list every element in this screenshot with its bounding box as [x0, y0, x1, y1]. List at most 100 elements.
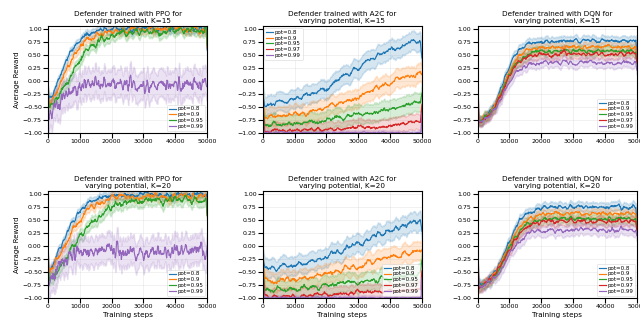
pot=0.97 — [390, 124, 397, 128]
pot=0.99 — [559, 58, 567, 62]
pot=0.9 — [204, 213, 211, 217]
pot=0.99 — [114, 239, 122, 243]
pot=0.9 — [561, 213, 568, 217]
pot=0.9 — [175, 194, 183, 198]
pot=0.97 — [390, 289, 397, 293]
pot=0.95 — [259, 266, 267, 270]
pot=0.9 — [44, 90, 52, 94]
pot=0.8 — [560, 38, 568, 42]
pot=0.8 — [45, 96, 53, 100]
pot=0.9 — [550, 211, 558, 215]
pot=0.9 — [200, 193, 208, 197]
pot=0.97 — [550, 221, 558, 225]
pot=0.97 — [259, 268, 267, 272]
pot=0.9 — [120, 193, 128, 197]
Line: pot=0.99: pot=0.99 — [263, 271, 422, 299]
pot=0.97 — [336, 292, 344, 296]
Line: pot=0.99: pot=0.99 — [48, 75, 207, 120]
pot=0.97 — [354, 124, 362, 128]
pot=0.9 — [259, 261, 267, 265]
pot=0.95 — [476, 286, 483, 290]
pot=0.95 — [120, 200, 128, 204]
pot=0.8 — [569, 205, 577, 209]
pot=0.95 — [121, 32, 129, 36]
pot=0.97 — [418, 269, 426, 273]
pot=0.97 — [354, 288, 362, 292]
pot=0.97 — [259, 104, 267, 108]
pot=0.99 — [561, 59, 568, 62]
pot=0.97 — [550, 54, 557, 58]
X-axis label: Training steps: Training steps — [317, 312, 367, 318]
Title: Defender trained with A2C for
varying potential, K=15: Defender trained with A2C for varying po… — [288, 11, 397, 25]
pot=0.97 — [630, 50, 637, 54]
Legend: pot=0.8, pot=0.9, pot=0.95, pot=0.97, pot=0.99: pot=0.8, pot=0.9, pot=0.95, pot=0.97, po… — [382, 264, 420, 296]
pot=0.95 — [200, 29, 207, 33]
pot=0.8 — [121, 192, 129, 196]
pot=0.95 — [390, 106, 397, 110]
pot=0.8 — [550, 205, 557, 209]
pot=0.99 — [550, 228, 557, 232]
pot=0.97 — [336, 127, 344, 131]
pot=0.95 — [204, 43, 211, 47]
pot=0.8 — [605, 206, 612, 210]
pot=0.8 — [633, 220, 640, 224]
pot=0.99 — [131, 253, 139, 257]
pot=0.8 — [273, 269, 280, 273]
pot=0.99 — [474, 99, 481, 103]
pot=0.99 — [569, 62, 577, 66]
pot=0.95 — [567, 215, 575, 218]
pot=0.95 — [120, 29, 128, 33]
pot=0.95 — [175, 27, 182, 31]
pot=0.9 — [139, 27, 147, 31]
pot=0.99 — [477, 285, 485, 289]
pot=0.9 — [605, 212, 612, 215]
pot=0.95 — [204, 214, 211, 218]
pot=0.99 — [204, 244, 211, 248]
pot=0.9 — [550, 46, 558, 50]
pot=0.95 — [354, 283, 362, 287]
pot=0.99 — [200, 251, 208, 255]
Line: pot=0.99: pot=0.99 — [263, 107, 422, 134]
pot=0.8 — [175, 192, 183, 196]
pot=0.95 — [200, 198, 208, 202]
pot=0.8 — [615, 202, 623, 206]
pot=0.99 — [45, 284, 52, 287]
Legend: pot=0.8, pot=0.9, pot=0.95, pot=0.97, pot=0.99: pot=0.8, pot=0.9, pot=0.95, pot=0.97, po… — [264, 28, 303, 60]
pot=0.8 — [139, 193, 147, 197]
pot=0.95 — [630, 50, 637, 54]
pot=0.99 — [335, 295, 343, 299]
X-axis label: Training steps: Training steps — [102, 312, 152, 318]
pot=0.99 — [335, 131, 342, 135]
pot=0.9 — [120, 27, 128, 31]
pot=0.97 — [418, 103, 426, 107]
pot=0.95 — [633, 60, 640, 64]
Legend: pot=0.8, pot=0.9, pot=0.95, pot=0.97, pot=0.99: pot=0.8, pot=0.9, pot=0.95, pot=0.97, po… — [597, 99, 635, 131]
pot=0.95 — [550, 216, 557, 220]
pot=0.99 — [550, 60, 557, 64]
pot=0.95 — [131, 30, 138, 34]
pot=0.9 — [121, 194, 129, 198]
pot=0.95 — [605, 49, 612, 53]
pot=0.9 — [46, 270, 54, 274]
pot=0.8 — [633, 53, 640, 57]
pot=0.99 — [140, 256, 147, 260]
pot=0.99 — [397, 132, 404, 136]
Legend: pot=0.8, pot=0.9, pot=0.95, pot=0.99: pot=0.8, pot=0.9, pot=0.95, pot=0.99 — [168, 269, 205, 296]
pot=0.99 — [44, 265, 52, 269]
Line: pot=0.97: pot=0.97 — [263, 105, 422, 133]
X-axis label: Training steps: Training steps — [532, 312, 582, 318]
pot=0.8 — [204, 48, 211, 52]
pot=0.8 — [122, 27, 129, 31]
Line: pot=0.9: pot=0.9 — [477, 211, 637, 287]
pot=0.8 — [120, 28, 128, 32]
pot=0.99 — [354, 296, 362, 300]
pot=0.9 — [151, 191, 159, 195]
pot=0.99 — [569, 229, 577, 233]
pot=0.95 — [335, 281, 342, 285]
pot=0.97 — [560, 219, 568, 223]
pot=0.8 — [474, 263, 481, 267]
pot=0.99 — [630, 230, 637, 233]
pot=0.9 — [418, 73, 426, 77]
pot=0.8 — [262, 105, 270, 109]
pot=0.95 — [475, 120, 483, 124]
